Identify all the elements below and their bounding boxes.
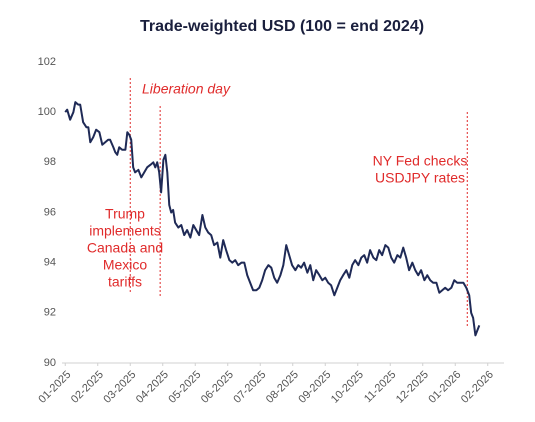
x-tick-label: 03-2025 [101,369,138,406]
y-tick-label: 96 [44,206,56,218]
y-tick-label: 102 [38,56,56,68]
x-tick-label: 08-2025 [264,369,301,406]
annotation-text: tariffs [108,274,142,290]
x-tick-label: 09-2025 [296,369,333,406]
annotation-text: Canada and [87,240,163,256]
x-tick-label: 01-2025 [36,369,73,406]
annotation-text: USDJPY rates [375,170,465,186]
chart-title: Trade-weighted USD (100 = end 2024) [140,18,424,35]
y-tick-label: 100 [38,106,56,118]
x-tick-label: 11-2025 [362,369,398,405]
x-tick-label: 02-2025 [69,369,106,406]
annotation-text: Trump [105,206,145,222]
annotation-text: implements [89,223,161,239]
x-tick-label: 02-2026 [459,369,496,406]
y-tick-label: 90 [44,357,56,369]
y-tick-label: 94 [44,257,56,269]
x-tick-label: 04-2025 [134,369,171,406]
annotation-text: Mexico [103,257,148,273]
x-tick-label: 06-2025 [199,369,236,406]
x-tick-label: 07-2025 [231,369,268,406]
annotation-text: Liberation day [142,81,231,97]
y-tick-label: 92 [44,307,56,319]
annotation-text: NY Fed checks [373,153,468,169]
x-tick-label: 01-2026 [426,369,463,406]
x-tick-label: 10-2025 [329,369,366,406]
x-tick-label: 05-2025 [166,369,203,406]
data-line [64,101,481,337]
x-tick-label: 12-2025 [394,369,431,406]
y-tick-label: 98 [44,156,56,168]
